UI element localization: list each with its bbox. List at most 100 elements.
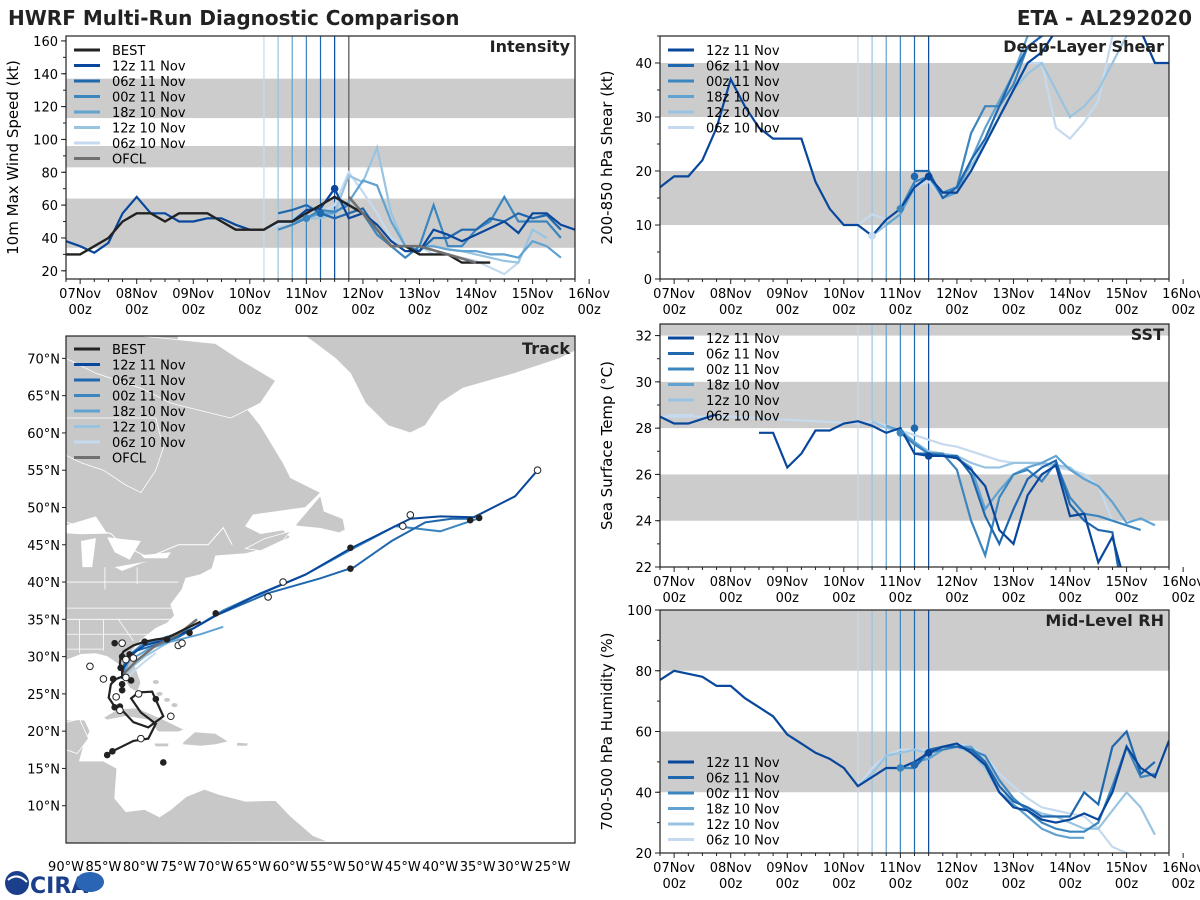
track-ytick-label: 50°N xyxy=(27,501,60,516)
rh-xtick-day: 13Nov xyxy=(993,861,1035,876)
track-ytick-label: 45°N xyxy=(27,539,60,554)
rh-init-marker xyxy=(924,748,933,757)
track-filled-marker xyxy=(127,677,135,684)
rh-init-marker xyxy=(896,764,905,772)
track-xtick-label: 75°W xyxy=(160,860,196,875)
intensity-ytick-label: 60 xyxy=(41,199,58,214)
sst-init-marker xyxy=(896,428,905,437)
sst-xtick-hour: 00z xyxy=(1002,591,1026,606)
intensity-init-marker xyxy=(302,214,311,223)
cira-logo: CIRA xyxy=(5,871,104,899)
track-ytick-label: 20°N xyxy=(27,725,60,740)
intensity-legend-label: 06z 11 Nov xyxy=(112,75,186,90)
sst-xtick-hour: 00z xyxy=(1171,591,1195,606)
rh-legend-label: 12z 11 Nov xyxy=(706,756,780,771)
intensity-init-marker xyxy=(316,209,325,218)
track-xtick-label: 90°W xyxy=(48,860,84,875)
intensity-legend-label: 00z 11 Nov xyxy=(112,91,186,106)
track-xtick-label: 70°W xyxy=(198,860,234,875)
sst-legend-label: 06z 11 Nov xyxy=(706,348,780,363)
intensity-title: Intensity xyxy=(490,37,571,56)
sst-xtick-day: 07Nov xyxy=(653,575,695,590)
shear-xtick-day: 15Nov xyxy=(1106,287,1148,302)
sst-xtick-hour: 00z xyxy=(1058,591,1082,606)
track-ytick-label: 35°N xyxy=(27,613,60,628)
central-south-america xyxy=(66,719,329,843)
track-open-marker xyxy=(122,655,130,664)
track-title: Track xyxy=(522,339,570,358)
sst-ytick-label: 32 xyxy=(635,330,652,345)
rh-ytick-label: 40 xyxy=(635,786,652,801)
sst-init-marker xyxy=(924,452,933,460)
sst-xtick-day: 15Nov xyxy=(1106,575,1148,590)
rh-panel: 2040608010007Nov00z08Nov00z09Nov00z10Nov… xyxy=(598,604,1200,892)
intensity-legend-label: 12z 10 Nov xyxy=(112,122,186,137)
track-xtick-label: 50°W xyxy=(347,860,383,875)
rh-xtick-hour: 00z xyxy=(776,877,800,892)
shear-legend-label: 12z 10 Nov xyxy=(706,106,780,121)
track-open-marker xyxy=(166,712,175,721)
bahamas-island xyxy=(152,679,159,684)
track-legend-label: OFCL xyxy=(112,452,147,467)
shear-title: Deep-Layer Shear xyxy=(1003,37,1164,56)
shear-xtick-hour: 00z xyxy=(945,303,969,318)
sst-xtick-day: 09Nov xyxy=(766,575,808,590)
intensity-xtick-day: 16Nov xyxy=(568,287,610,302)
intensity-best-line xyxy=(66,195,491,264)
rh-ytick-label: 20 xyxy=(635,847,652,862)
shear-panel: 01020304007Nov00z08Nov00z09Nov00z10Nov00… xyxy=(598,35,1200,318)
hudson-bay-land xyxy=(66,417,164,494)
track-open-marker xyxy=(118,639,126,647)
shear-xtick-day: 14Nov xyxy=(1049,287,1091,302)
track-xtick-label: 60°W xyxy=(273,860,309,875)
rh-xtick-hour: 00z xyxy=(1171,877,1195,892)
rh-xtick-hour: 00z xyxy=(1002,877,1026,892)
intensity-legend-label: OFCL xyxy=(112,153,147,168)
rh-xtick-day: 08Nov xyxy=(710,861,752,876)
intensity-ytick-label: 100 xyxy=(33,133,58,148)
shear-xtick-hour: 00z xyxy=(719,303,743,318)
rh-xtick-day: 11Nov xyxy=(879,861,921,876)
shear-xtick-day: 13Nov xyxy=(993,287,1035,302)
sst-legend-label: 00z 11 Nov xyxy=(706,363,780,378)
sst-legend-label: 12z 11 Nov xyxy=(706,332,780,347)
sst-legend-label: 12z 10 Nov xyxy=(706,394,780,409)
sst-ytick-label: 24 xyxy=(635,515,652,530)
sst-legend-label: 06z 10 Nov xyxy=(706,410,780,425)
sst-xtick-hour: 00z xyxy=(945,591,969,606)
track-filled-marker xyxy=(475,514,483,522)
track-legend-label: 18z 10 Nov xyxy=(112,405,186,420)
sst-plot-area xyxy=(660,324,1169,567)
track-open-marker xyxy=(264,593,272,601)
sst-xtick-hour: 00z xyxy=(1115,591,1139,606)
track-ytick-label: 40°N xyxy=(27,576,60,591)
rh-xtick-day: 07Nov xyxy=(653,861,695,876)
shear-ylabel: 200-850 hPa Shear (kt) xyxy=(598,71,616,245)
state-border xyxy=(118,619,134,642)
track-open-marker xyxy=(116,706,124,715)
sst-xtick-day: 10Nov xyxy=(823,575,865,590)
rh-xtick-hour: 00z xyxy=(719,877,743,892)
rh-ytick-label: 100 xyxy=(627,604,652,619)
sst-legend-label: 18z 10 Nov xyxy=(706,379,780,394)
sst-panel: 22242628303207Nov00z08Nov00z09Nov00z10No… xyxy=(598,323,1200,606)
shear-init-marker xyxy=(896,205,905,213)
intensity-legend-label: BEST xyxy=(112,44,145,59)
rh-xtick-hour: 00z xyxy=(832,877,856,892)
track-filled-marker xyxy=(111,704,118,711)
rh-plot-area xyxy=(660,610,1169,853)
sst-title: SST xyxy=(1131,325,1164,344)
great-lake xyxy=(81,538,96,568)
rh-xtick-day: 09Nov xyxy=(766,861,808,876)
shear-xtick-hour: 00z xyxy=(776,303,800,318)
track-xtick-label: 80°W xyxy=(123,860,159,875)
shear-xtick-day: 09Nov xyxy=(766,287,808,302)
track-filled-marker xyxy=(103,751,111,759)
sst-xtick-hour: 00z xyxy=(889,591,913,606)
rh-xtick-hour: 00z xyxy=(945,877,969,892)
intensity-legend-label: 18z 10 Nov xyxy=(112,106,186,121)
shear-xtick-day: 16Nov xyxy=(1162,287,1200,302)
track-xtick-label: 35°W xyxy=(460,860,496,875)
shear-ytick-label: 10 xyxy=(635,219,652,234)
track-open-marker xyxy=(134,690,143,698)
